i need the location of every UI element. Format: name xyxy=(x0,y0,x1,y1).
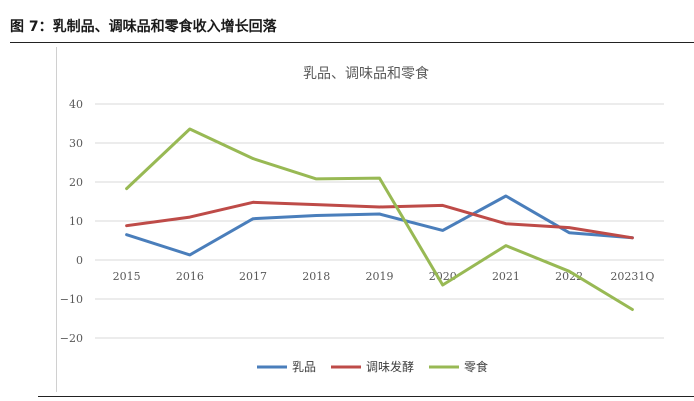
chart-title: 乳品、调味品和零食 xyxy=(303,65,429,82)
legend-label-2: 调味发酵 xyxy=(366,359,414,374)
legend-label-1: 乳品 xyxy=(292,360,316,374)
y-tick-label: 20 xyxy=(69,176,83,189)
x-tick-label: 2021 xyxy=(492,270,520,283)
x-tick-label: 2016 xyxy=(176,270,204,283)
x-tick-label: 2017 xyxy=(239,270,267,283)
x-tick-label: 2015 xyxy=(113,270,141,283)
x-tick-label: 2019 xyxy=(366,270,394,283)
x-tick-label: 2022 xyxy=(555,270,583,283)
y-tick-label: 40 xyxy=(69,98,83,111)
legend-label-3: 零食 xyxy=(464,359,488,374)
y-tick-label: 10 xyxy=(69,215,83,228)
x-tick-label: 2018 xyxy=(302,270,330,283)
y-tick-label: −10 xyxy=(60,293,83,306)
x-tick-label: 2020 xyxy=(429,270,457,283)
chart-frame xyxy=(56,47,694,392)
series-line-3 xyxy=(125,127,634,311)
x-tick-label: 20231Q xyxy=(610,270,654,283)
series-line-2 xyxy=(125,200,634,240)
figure-caption: 图 7：乳制品、调味品和零食收入增长回落 xyxy=(10,19,277,35)
series-line-1 xyxy=(125,194,634,257)
y-tick-label: −20 xyxy=(60,332,83,345)
bottom-rule xyxy=(38,396,694,397)
y-tick-label: 30 xyxy=(69,137,83,150)
y-tick-label: 0 xyxy=(76,254,83,267)
caption-rule xyxy=(10,42,694,43)
